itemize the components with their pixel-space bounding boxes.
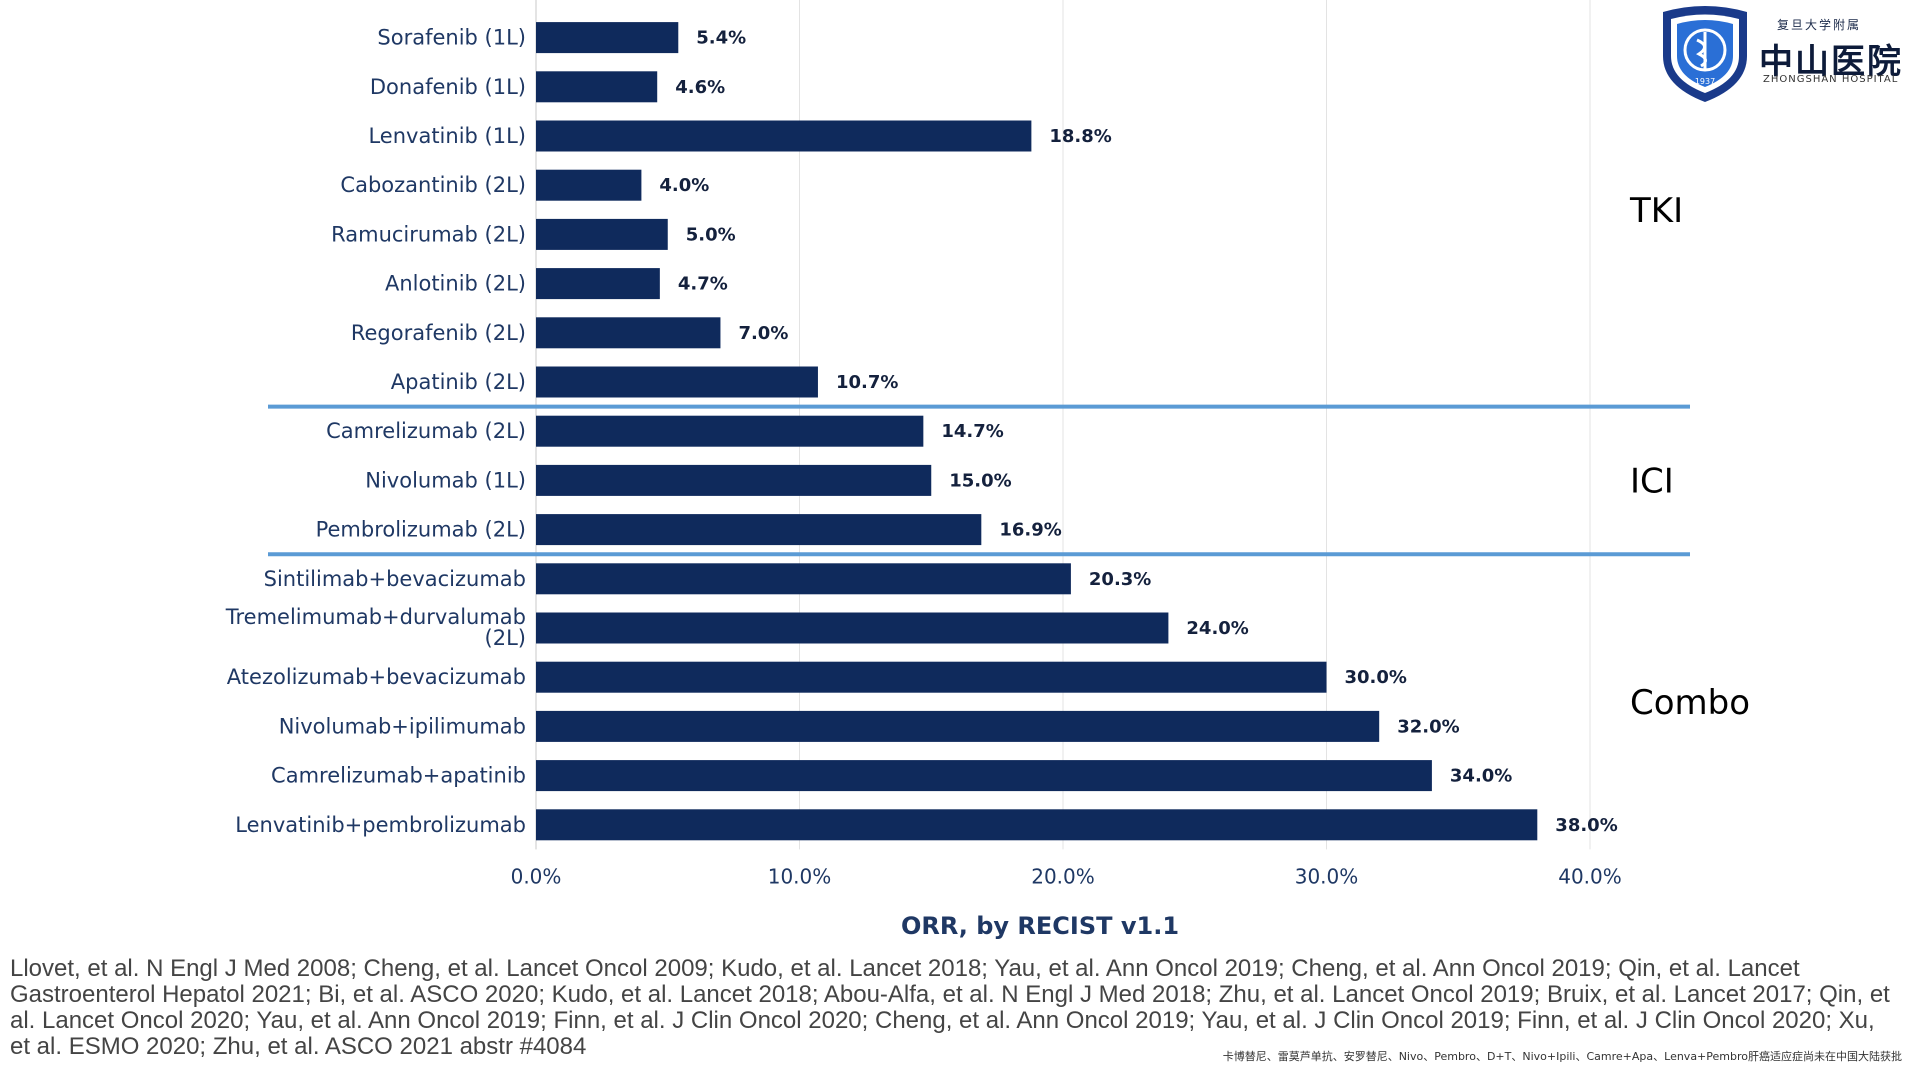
category-label: Pembrolizumab (2L)	[316, 518, 526, 542]
value-label: 5.0%	[686, 224, 736, 245]
category-label: Camrelizumab+apatinib	[271, 764, 526, 788]
x-tick-label: 40.0%	[1558, 864, 1622, 888]
bar	[536, 169, 642, 201]
value-label: 10.7%	[836, 372, 898, 393]
bar	[536, 710, 1380, 742]
value-label: 7.0%	[738, 323, 788, 344]
group-label: Combo	[1630, 683, 1750, 723]
svg-text:1937: 1937	[1695, 77, 1715, 86]
category-label: Sorafenib (1L)	[377, 26, 526, 50]
value-label: 4.7%	[678, 274, 728, 295]
orr-bar-chart: Sorafenib (1L) Donafenib (1L) Lenvatinib (…	[225, 0, 1750, 940]
value-labels: 5.4% 4.6% 18.8% 4.0% 5.0% 4.7% 7.0% 10.7% 14.7% 1…	[659, 28, 1617, 836]
x-tick-label: 0.0%	[511, 864, 562, 888]
category-label: Sintilimab+bevacizumab	[264, 567, 526, 591]
hospital-shield-emblem-icon: 1937	[1663, 6, 1747, 102]
value-label: 18.8%	[1049, 126, 1111, 147]
logo-university-text: 复旦大学附属	[1777, 18, 1862, 32]
bars	[536, 22, 1538, 841]
category-label: Lenvatinib+pembrolizumab	[235, 813, 526, 837]
x-tick-label: 30.0%	[1295, 864, 1359, 888]
value-label: 20.3%	[1089, 569, 1151, 590]
bar	[536, 268, 660, 300]
value-label: 5.4%	[696, 28, 746, 49]
bar	[536, 415, 924, 447]
category-label: Donafenib (1L)	[370, 75, 526, 99]
bar	[536, 809, 1538, 841]
logo-hospital-name: 中山医院	[1759, 42, 1903, 82]
zhongshan-hospital-logo: 1937 复旦大学附属 中山医院 ZHONGSHAN HOSPITAL	[1655, 4, 1905, 104]
category-label: Ramucirumab (2L)	[331, 222, 526, 246]
bar	[536, 464, 932, 496]
bar	[536, 218, 668, 250]
group-label: ICI	[1630, 461, 1674, 501]
category-label: Camrelizumab (2L)	[326, 419, 526, 443]
category-label: Apatinib (2L)	[391, 370, 526, 394]
value-label: 38.0%	[1555, 815, 1617, 836]
category-label: Nivolumab+ipilimumab	[279, 714, 526, 738]
category-label: Tremelimumab+durvalumab (2L)	[225, 605, 526, 650]
value-label: 32.0%	[1397, 716, 1459, 737]
value-label: 30.0%	[1345, 667, 1407, 688]
category-labels: Sorafenib (1L) Donafenib (1L) Lenvatinib (…	[225, 26, 526, 837]
value-label: 15.0%	[949, 470, 1011, 491]
references-text: Llovet, et al. N Engl J Med 2008; Cheng,…	[10, 955, 1890, 1060]
x-tick-label: 20.0%	[1031, 864, 1095, 888]
group-separators	[268, 404, 1690, 557]
bar	[536, 563, 1071, 595]
bar	[536, 120, 1032, 152]
group-labels: TKI ICI Combo	[1629, 191, 1750, 723]
group-label: TKI	[1629, 191, 1683, 231]
category-label: Regorafenib (2L)	[351, 321, 526, 345]
bar	[536, 661, 1327, 693]
bar	[536, 22, 679, 54]
value-label: 16.9%	[999, 520, 1061, 541]
bar	[536, 366, 818, 398]
value-label: 14.7%	[941, 421, 1003, 442]
bar	[536, 612, 1169, 644]
approval-footnote: 卡博替尼、雷莫芦单抗、安罗替尼、Nivo、Pembro、D+T、Nivo+Ipi…	[1222, 1050, 1902, 1063]
category-label: Lenvatinib (1L)	[368, 124, 526, 148]
category-label: Anlotinib (2L)	[385, 272, 526, 296]
value-label: 4.0%	[659, 175, 709, 196]
category-label: Cabozantinib (2L)	[340, 173, 526, 197]
bar	[536, 760, 1432, 792]
value-label: 24.0%	[1186, 618, 1248, 639]
x-axis-ticks: 0.0% 10.0% 20.0% 30.0% 40.0%	[511, 864, 1622, 888]
category-label: Atezolizumab+bevacizumab	[227, 665, 526, 689]
x-tick-label: 10.0%	[768, 864, 832, 888]
bar	[536, 71, 658, 103]
x-axis-label: ORR, by RECIST v1.1	[901, 912, 1179, 940]
bar	[536, 317, 721, 349]
logo-hospital-name-en: ZHONGSHAN HOSPITAL	[1763, 74, 1899, 85]
bar	[536, 514, 982, 546]
value-label: 34.0%	[1450, 766, 1512, 787]
category-label: Nivolumab (1L)	[365, 468, 526, 492]
value-label: 4.6%	[675, 77, 725, 98]
